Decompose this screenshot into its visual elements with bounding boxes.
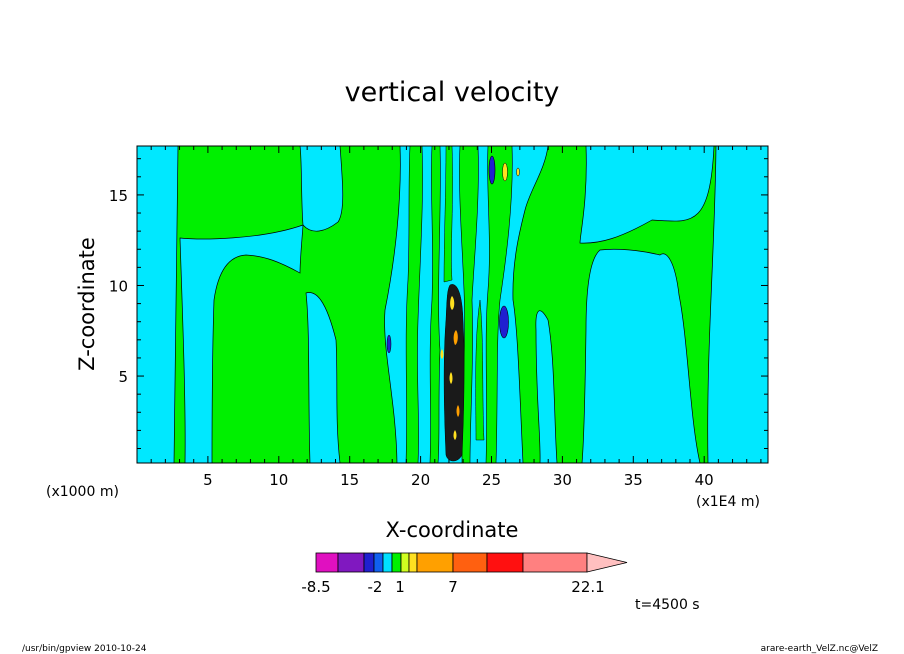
y-unit-label: (x1000 m) xyxy=(46,484,119,500)
colorbar-swatch xyxy=(315,552,339,573)
colorbar-swatch xyxy=(400,552,410,573)
colorbar-swatch xyxy=(408,552,418,573)
x-tick-label: 25 xyxy=(482,471,501,489)
updraft-speck xyxy=(453,430,457,440)
colorbar-label: -8.5 xyxy=(301,578,330,596)
updraft-speck xyxy=(449,372,453,384)
colorbar-swatch xyxy=(522,552,588,573)
x-tick-label: 10 xyxy=(269,471,288,489)
colorbar-swatch xyxy=(382,552,393,573)
y-axis: 5 10 15 xyxy=(109,158,768,450)
footer-right: arare-earth_VelZ.nc@VelZ xyxy=(761,644,878,654)
green-streak xyxy=(429,146,441,463)
y-tick-label: 15 xyxy=(109,187,128,205)
green-streak xyxy=(443,146,453,283)
updraft-speck xyxy=(450,296,455,310)
colorbar-label: 7 xyxy=(448,578,458,596)
contour-field xyxy=(137,146,768,463)
colorbar-swatch xyxy=(452,552,488,573)
colorbar-swatch xyxy=(363,552,375,573)
updraft-speck xyxy=(456,405,460,417)
updraft-cell xyxy=(502,162,508,182)
colorbar-label: 1 xyxy=(395,578,405,596)
updraft-cell xyxy=(516,167,520,177)
x-tick-label: 30 xyxy=(553,471,572,489)
x-tick-label: 35 xyxy=(624,471,643,489)
green-band-left xyxy=(173,146,401,463)
plot-frame xyxy=(136,145,769,464)
green-band-right xyxy=(512,146,717,463)
green-streak xyxy=(475,299,485,441)
colorbar-swatch xyxy=(391,552,402,573)
y-axis-label: Z-coordinate xyxy=(75,237,99,371)
colorbar xyxy=(315,552,628,573)
green-streak xyxy=(405,146,423,463)
x-axis-label: X-coordinate xyxy=(386,518,519,542)
downdraft-cell xyxy=(499,305,509,339)
colorbar-swatch xyxy=(337,552,365,573)
colorbar-swatch xyxy=(416,552,454,573)
updraft-core xyxy=(443,284,465,462)
time-label: t=4500 s xyxy=(635,597,700,613)
x-tick-label: 40 xyxy=(695,471,714,489)
updraft-speck xyxy=(453,330,458,345)
x-unit-label: (x1E4 m) xyxy=(696,494,760,510)
y-tick-label: 5 xyxy=(118,368,128,386)
x-tick-label: 20 xyxy=(411,471,430,489)
colorbar-extend-arrow xyxy=(586,552,628,573)
colorbar-swatch xyxy=(373,552,384,573)
downdraft-cell xyxy=(386,334,392,354)
chart-title: vertical velocity xyxy=(345,77,560,108)
colorbar-labels: -8.5 -2 1 7 22.1 xyxy=(301,578,604,596)
updraft-speck xyxy=(440,349,444,359)
x-tick-label: 15 xyxy=(340,471,359,489)
y-tick-label: 10 xyxy=(109,277,128,295)
x-axis: 5 10 15 20 25 30 35 40 xyxy=(150,146,762,489)
downdraft-cell xyxy=(488,155,496,185)
colorbar-label: -2 xyxy=(368,578,383,596)
x-tick-label: 5 xyxy=(203,471,213,489)
footer-left: /usr/bin/gpview 2010-10-24 xyxy=(22,644,147,654)
colorbar-swatch xyxy=(486,552,524,573)
colorbar-label: 22.1 xyxy=(571,578,604,596)
green-streak xyxy=(485,146,513,463)
